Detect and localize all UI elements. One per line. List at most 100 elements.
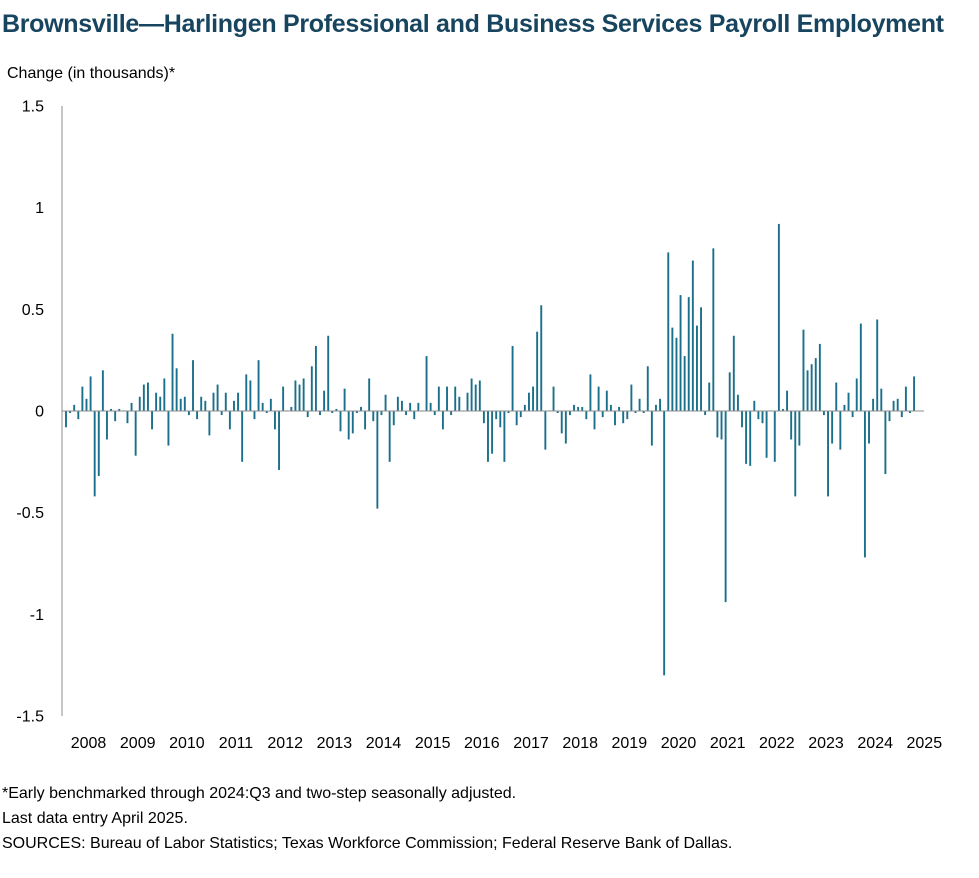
bar-13: [118, 408, 121, 411]
bar-125: [577, 406, 580, 411]
bar-119: [552, 386, 555, 411]
y-axis-label: Change (in thousands)*: [7, 65, 176, 82]
bar-72: [360, 406, 362, 411]
bar-155: [700, 307, 702, 411]
bar-134: [614, 411, 616, 426]
bar-60: [310, 366, 313, 411]
bar-140: [638, 398, 641, 411]
bar-111: [519, 411, 522, 418]
bar-149: [675, 337, 678, 411]
bar-203: [896, 398, 899, 411]
bar-86: [417, 402, 420, 411]
y-tick-label: 0: [35, 404, 44, 421]
bar-21: [151, 411, 153, 430]
y-tick-label: -0.5: [16, 505, 44, 522]
bar-194: [859, 323, 862, 411]
x-tick-label: 2025: [907, 735, 943, 752]
bar-62: [319, 411, 321, 416]
bar-139: [634, 411, 637, 414]
bar-88: [425, 356, 428, 411]
bar-100: [474, 384, 477, 411]
bar-120: [556, 411, 559, 414]
bar-47: [257, 360, 260, 411]
x-tick-label: 2019: [612, 735, 648, 752]
bar-37: [216, 384, 219, 411]
bar-26: [171, 333, 174, 411]
x-tick-label: 2012: [267, 735, 303, 752]
x-tick-label: 2013: [317, 735, 353, 752]
bar-18: [138, 396, 141, 411]
bar-19: [142, 384, 145, 411]
bar-180: [802, 329, 805, 411]
bar-27: [175, 368, 178, 411]
bar-126: [581, 406, 584, 411]
bar-117: [544, 411, 547, 450]
bar-131: [601, 411, 604, 418]
x-tick-label: 2008: [71, 735, 107, 752]
y-tick-label: -1: [30, 607, 44, 624]
x-tick-label: 2020: [661, 735, 697, 752]
bar-28: [179, 398, 182, 411]
bar-167: [749, 411, 752, 466]
bar-127: [585, 411, 588, 420]
bar-130: [597, 386, 600, 411]
bar-12: [114, 411, 117, 422]
bar-200: [884, 411, 887, 475]
bar-205: [904, 386, 907, 411]
footnotes: *Early benchmarked through 2024:Q3 and t…: [2, 781, 732, 856]
bar-44: [245, 374, 248, 411]
bar-70: [351, 411, 354, 434]
bar-9: [101, 370, 104, 411]
bar-102: [482, 411, 485, 424]
bar-204: [900, 411, 903, 418]
bar-77: [380, 411, 383, 416]
bar-59: [306, 411, 309, 418]
bar-series: [65, 223, 916, 676]
bar-65: [331, 411, 334, 414]
bar-104: [491, 411, 494, 454]
bar-95: [454, 386, 457, 411]
bar-177: [790, 411, 793, 440]
bar-75: [372, 411, 375, 422]
bar-105: [495, 411, 498, 420]
bar-8: [97, 411, 100, 477]
bar-201: [888, 411, 891, 422]
bar-151: [683, 356, 686, 411]
bar-123: [568, 411, 571, 416]
bar-138: [630, 384, 633, 411]
bar-91: [437, 386, 440, 411]
bar-85: [413, 411, 416, 420]
bar-115: [536, 331, 539, 411]
bar-61: [314, 345, 317, 411]
bar-163: [732, 335, 735, 411]
bar-196: [868, 411, 870, 444]
bar-64: [327, 335, 330, 411]
bar-189: [839, 411, 842, 450]
bar-122: [564, 411, 567, 444]
bar-158: [712, 248, 715, 411]
bar-187: [831, 411, 834, 444]
bar-190: [843, 404, 846, 411]
bar-92: [441, 411, 444, 430]
bar-192: [851, 411, 854, 418]
bar-2: [73, 404, 76, 411]
bar-4: [81, 386, 84, 411]
x-tick-label: 2010: [169, 735, 205, 752]
bar-124: [573, 404, 575, 411]
bar-56: [294, 380, 297, 411]
bar-137: [626, 411, 629, 420]
bar-35: [208, 411, 211, 436]
bar-162: [728, 372, 731, 411]
bar-0: [65, 411, 67, 428]
bar-79: [388, 411, 391, 462]
bar-129: [593, 411, 596, 430]
bar-90: [433, 411, 436, 416]
bar-3: [77, 411, 80, 420]
bar-99: [470, 378, 473, 411]
bar-40: [228, 411, 231, 430]
bar-11: [110, 408, 113, 411]
x-tick-label: 2023: [808, 735, 844, 752]
bar-58: [302, 378, 305, 411]
x-tick-labels: 2008 2009 2010 2011 2012 2013 2014 2015 2016 2017…: [71, 735, 942, 752]
bar-146: [663, 411, 666, 676]
